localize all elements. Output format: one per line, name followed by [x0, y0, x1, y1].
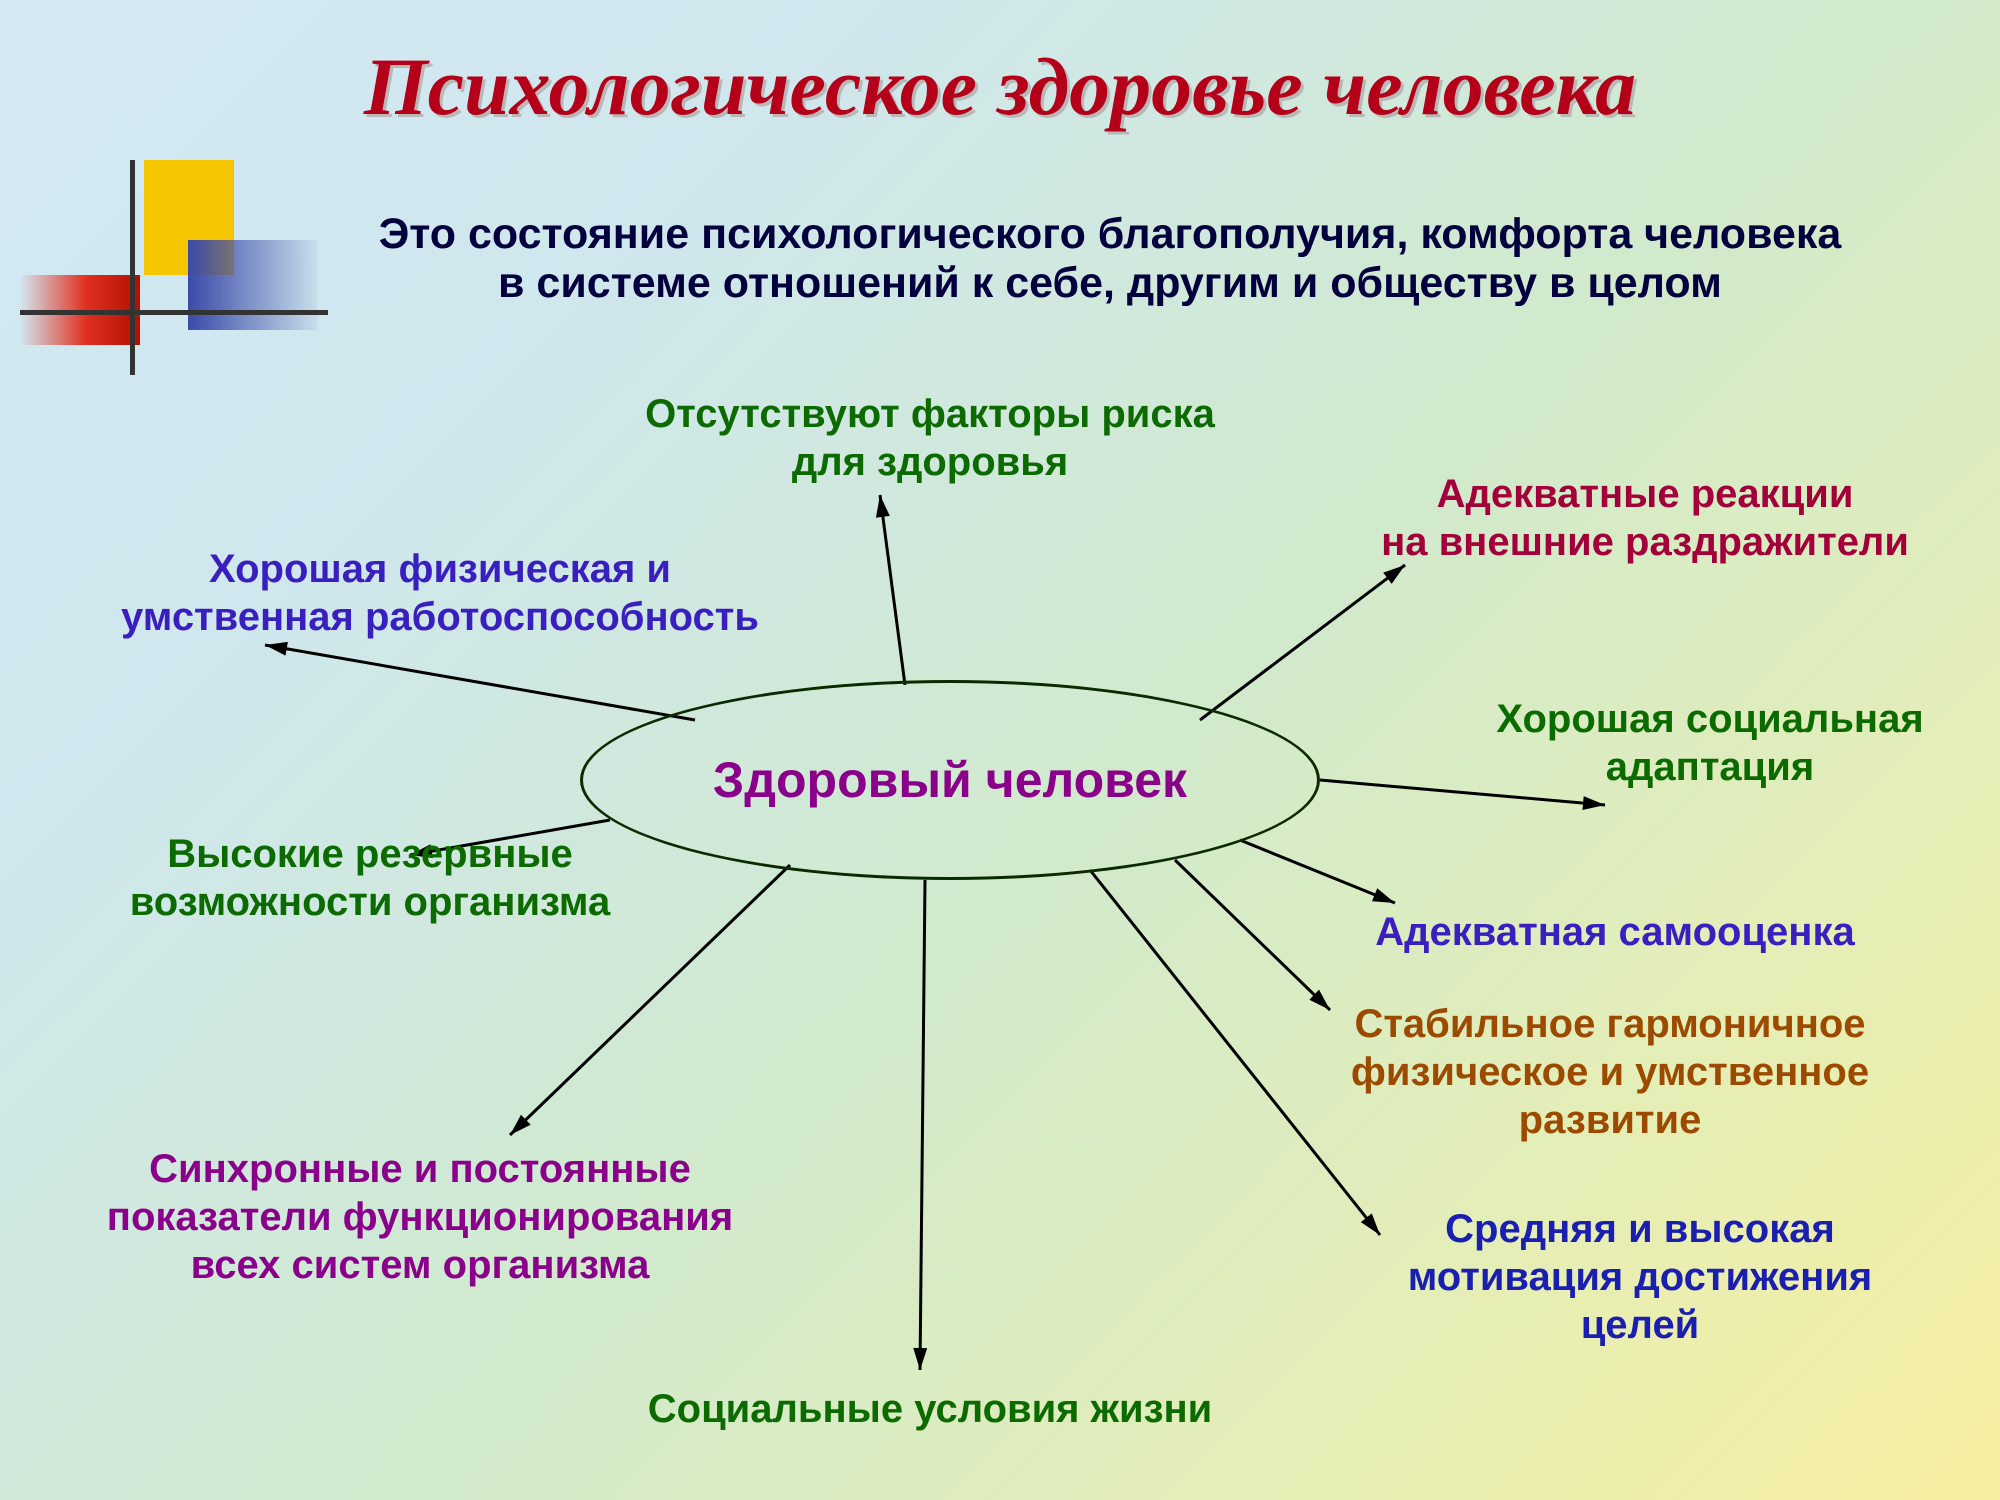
node-sync: Синхронные и постоянныепоказатели функци… — [30, 1145, 810, 1289]
node-social-adapt: Хорошая социальнаяадаптация — [1440, 695, 1980, 791]
node-self-esteem: Адекватная самооценка — [1255, 908, 1975, 956]
node-reserves: Высокие резервныевозможности организма — [30, 830, 710, 926]
page-title: Психологическое здоровье человека — [0, 40, 2000, 134]
node-reactions: Адекватные реакциина внешние раздражител… — [1305, 470, 1985, 566]
subtitle-line2: в системе отношений к себе, другим и общ… — [270, 259, 1950, 308]
node-risk: Отсутствуют факторы рискадля здоровья — [540, 390, 1320, 486]
subtitle: Это состояние психологического благополу… — [270, 210, 1950, 308]
center-node-label: Здоровый человек — [713, 751, 1187, 809]
node-harmonic: Стабильное гармоничноефизическое и умств… — [1250, 1000, 1970, 1144]
node-physical: Хорошая физическая иумственная работоспо… — [30, 545, 850, 641]
node-social-cond: Социальные условия жизни — [530, 1385, 1330, 1433]
node-motivation: Средняя и высокаямотивация достиженияцел… — [1320, 1205, 1960, 1349]
subtitle-line1: Это состояние психологического благополу… — [270, 210, 1950, 259]
